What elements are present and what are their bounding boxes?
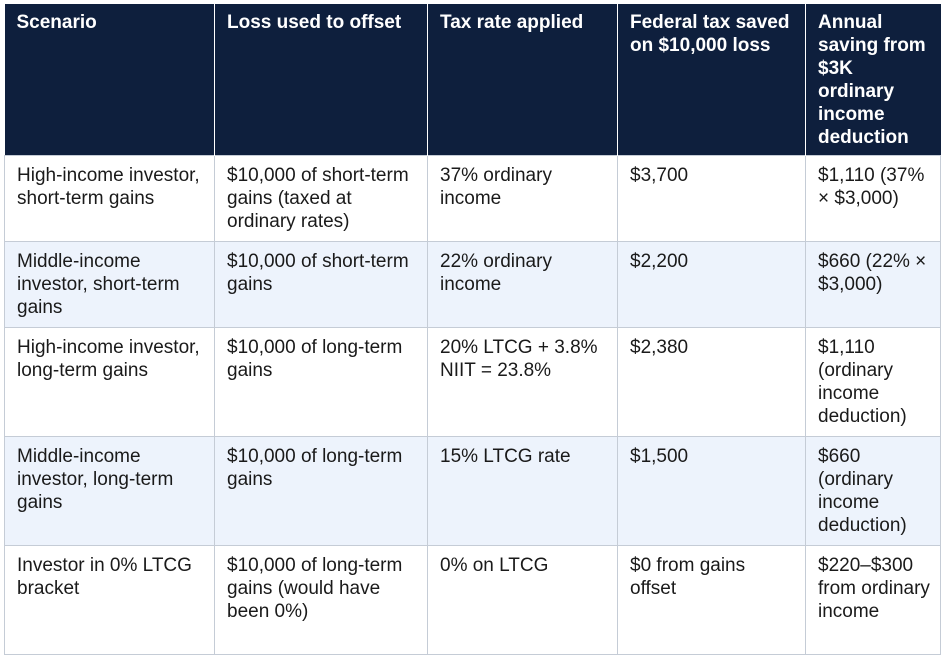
- cell-loss-used: $10,000 of long-term gains (would have b…: [214, 545, 428, 655]
- cell-scenario: High-income investor, short-term gains: [4, 155, 215, 242]
- table-row: High-income investor, long-term gains $1…: [4, 327, 941, 437]
- cell-annual-saving: $660 (ordinary income deduction): [805, 436, 941, 546]
- header-tax-rate: Tax rate applied: [427, 4, 618, 156]
- table-header-row: Scenario Loss used to offset Tax rate ap…: [4, 4, 941, 156]
- table-row: Investor in 0% LTCG bracket $10,000 of l…: [4, 545, 941, 655]
- cell-loss-used: $10,000 of long-term gains: [214, 436, 428, 546]
- cell-federal-tax-saved: $2,380: [617, 327, 806, 437]
- cell-annual-saving: $220–$300 from ordinary income: [805, 545, 941, 655]
- cell-tax-rate: 37% ordinary income: [427, 155, 618, 242]
- cell-tax-rate: 22% ordinary income: [427, 241, 618, 328]
- cell-tax-rate: 15% LTCG rate: [427, 436, 618, 546]
- cell-scenario: Middle-income investor, long-term gains: [4, 436, 215, 546]
- table-row: Middle-income investor, short-term gains…: [4, 241, 941, 328]
- cell-scenario: Middle-income investor, short-term gains: [4, 241, 215, 328]
- cell-loss-used: $10,000 of short-term gains: [214, 241, 428, 328]
- cell-loss-used: $10,000 of long-term gains: [214, 327, 428, 437]
- header-scenario: Scenario: [4, 4, 215, 156]
- tax-loss-comparison-table: Scenario Loss used to offset Tax rate ap…: [4, 4, 941, 655]
- cell-scenario: High-income investor, long-term gains: [4, 327, 215, 437]
- cell-scenario: Investor in 0% LTCG bracket: [4, 545, 215, 655]
- table-row: Middle-income investor, long-term gains …: [4, 436, 941, 546]
- header-annual-saving: Annual saving from $3K ordinary income d…: [805, 4, 941, 156]
- header-federal-tax-saved: Federal tax saved on $10,000 loss: [617, 4, 806, 156]
- header-loss-used: Loss used to offset: [214, 4, 428, 156]
- cell-annual-saving: $1,110 (37% × $3,000): [805, 155, 941, 242]
- cell-tax-rate: 0% on LTCG: [427, 545, 618, 655]
- cell-tax-rate: 20% LTCG + 3.8% NIIT = 23.8%: [427, 327, 618, 437]
- cell-federal-tax-saved: $0 from gains offset: [617, 545, 806, 655]
- cell-annual-saving: $660 (22% × $3,000): [805, 241, 941, 328]
- cell-annual-saving: $1,110 (ordinary income deduction): [805, 327, 941, 437]
- cell-loss-used: $10,000 of short-term gains (taxed at or…: [214, 155, 428, 242]
- cell-federal-tax-saved: $2,200: [617, 241, 806, 328]
- cell-federal-tax-saved: $1,500: [617, 436, 806, 546]
- table-row: High-income investor, short-term gains $…: [4, 155, 941, 242]
- cell-federal-tax-saved: $3,700: [617, 155, 806, 242]
